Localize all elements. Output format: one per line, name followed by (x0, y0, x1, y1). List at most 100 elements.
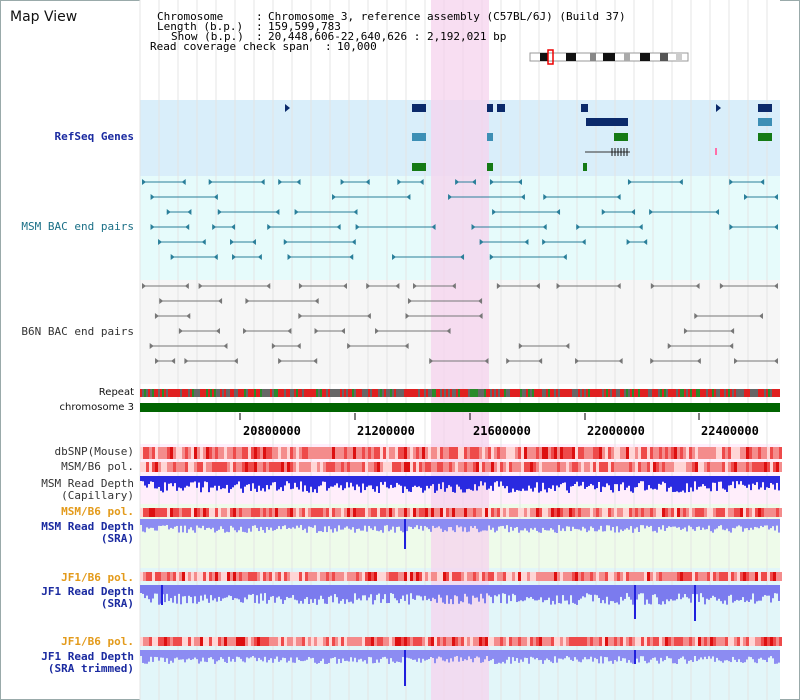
read-depth-bar (436, 476, 438, 491)
heat-cell (536, 462, 539, 472)
read-depth-bar (688, 519, 690, 526)
read-depth-bar (242, 650, 244, 662)
heat-cell (704, 637, 707, 646)
repeat-cell (282, 389, 284, 397)
repeat-cell (378, 389, 380, 397)
repeat-cell (558, 389, 560, 397)
repeat-cell (440, 389, 442, 397)
read-depth-bar (164, 585, 166, 603)
heat-cell (584, 572, 587, 581)
heat-cell (221, 637, 224, 646)
read-depth-bar (492, 476, 494, 491)
read-depth-bar (508, 519, 510, 533)
read-depth-bar (412, 519, 414, 529)
read-depth-bar (522, 650, 524, 662)
repeat-cell (756, 389, 758, 397)
repeat-cell (328, 389, 330, 397)
read-depth-bar (174, 519, 176, 527)
heat-cell (458, 508, 461, 517)
heat-cell (308, 508, 311, 517)
heat-cell (551, 447, 554, 459)
heat-cell (152, 508, 155, 517)
track-label-jf1-b6-pol[interactable]: JF1/B6 pol. (61, 571, 134, 584)
heat-cell (365, 508, 368, 517)
heat-cell (224, 572, 227, 581)
repeat-cell (760, 389, 762, 397)
heat-cell (572, 462, 575, 472)
read-depth-bar (454, 519, 456, 533)
bac-end-marker (730, 328, 735, 334)
read-depth-bar (182, 650, 184, 660)
heat-cell (716, 462, 719, 472)
heat-cell (482, 637, 485, 646)
read-depth-bar (732, 650, 734, 657)
heat-cell (170, 462, 173, 472)
repeat-cell (364, 389, 366, 397)
track-label-jf1-depth-trimmed[interactable]: JF1 Read Depth (41, 650, 134, 663)
read-depth-bar (408, 476, 410, 492)
track-label-msm-depth-capillary[interactable]: MSM Read Depth (41, 477, 134, 490)
repeat-cell (560, 389, 562, 397)
read-depth-bar (304, 519, 306, 529)
read-depth-bar (548, 650, 550, 660)
track-label-jf1-b6-pol-trimmed[interactable]: JF1/B6 pol. (61, 635, 134, 648)
heat-cell (251, 447, 254, 459)
read-depth-bar (566, 476, 568, 491)
read-depth-bar (524, 476, 526, 491)
heat-cell (539, 637, 542, 646)
heat-cell (641, 572, 644, 581)
heat-cell (734, 637, 737, 646)
read-depth-bar (194, 519, 196, 533)
heat-cell (695, 508, 698, 517)
show-key: Show (b.p.) (171, 30, 244, 43)
read-depth-bar (372, 650, 374, 664)
read-depth-bar (232, 650, 234, 659)
repeat-cell (774, 389, 776, 397)
heat-cell (431, 447, 434, 459)
heat-cell (653, 447, 656, 459)
heat-cell (767, 447, 770, 459)
heat-cell (200, 447, 203, 459)
read-depth-bar (454, 476, 456, 493)
heat-cell (218, 637, 221, 646)
heat-cell (248, 447, 251, 459)
read-depth-bar (246, 585, 248, 600)
track-label-dbsnp[interactable]: dbSNP(Mouse) (54, 445, 134, 458)
read-depth-bar (426, 650, 428, 660)
read-depth-bar (192, 476, 194, 483)
read-depth-bar (234, 519, 236, 531)
heat-cell (734, 447, 737, 459)
track-label-jf1-depth-sra[interactable]: JF1 Read Depth (41, 585, 134, 598)
heat-cell (764, 637, 767, 646)
read-depth-bar (344, 585, 346, 604)
read-depth-bar (416, 650, 418, 662)
heat-cell (539, 447, 542, 459)
read-depth-bar (274, 585, 276, 603)
repeat-cell (390, 389, 392, 397)
bac-end-marker (683, 328, 688, 334)
read-depth-bar (622, 519, 624, 532)
track-label-b6n-bac[interactable]: B6N BAC end pairs (21, 325, 134, 338)
repeat-cell (288, 389, 290, 397)
read-depth-bar (310, 519, 312, 528)
track-label-msm-b6-pol-sra[interactable]: MSM/B6 pol. (61, 505, 134, 518)
heat-cell (356, 447, 359, 459)
heat-cell (659, 637, 662, 646)
heat-cell (347, 572, 350, 581)
read-depth-bar (266, 476, 268, 486)
read-depth-bar (582, 650, 584, 660)
track-label-msm-depth-sra[interactable]: MSM Read Depth (41, 520, 134, 533)
track-label-refseq[interactable]: RefSeq Genes (54, 130, 134, 143)
bac-end-marker (524, 239, 529, 245)
repeat-cell (398, 389, 400, 397)
read-depth-bar (776, 650, 778, 664)
bac-end-marker (413, 283, 418, 289)
repeat-cell (194, 389, 196, 397)
read-depth-bar (378, 476, 380, 493)
read-depth-bar (160, 519, 162, 526)
track-label-msm-bac[interactable]: MSM BAC end pairs (21, 220, 134, 233)
heat-cell (638, 572, 641, 581)
read-depth-bar (636, 650, 638, 659)
track-label-msm-b6-pol[interactable]: MSM/B6 pol. (61, 460, 134, 473)
